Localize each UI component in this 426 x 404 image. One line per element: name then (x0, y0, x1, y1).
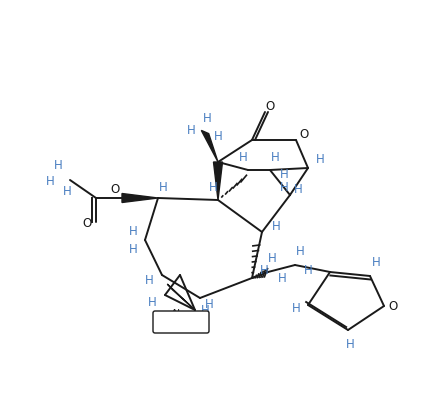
Text: H: H (295, 246, 304, 259)
Text: H: H (128, 225, 137, 238)
Polygon shape (201, 130, 218, 162)
Text: H: H (202, 112, 211, 124)
Text: H: H (204, 299, 213, 311)
Text: H: H (279, 181, 288, 194)
Text: H: H (270, 152, 279, 164)
Text: H: H (213, 130, 222, 143)
Text: O: O (82, 217, 92, 231)
FancyBboxPatch shape (153, 311, 208, 333)
Text: H: H (128, 244, 137, 257)
Text: H: H (267, 252, 276, 265)
Text: H: H (186, 124, 195, 137)
Text: H: H (63, 185, 71, 198)
Text: H: H (259, 263, 268, 276)
Text: H: H (208, 181, 217, 194)
Text: H: H (144, 274, 153, 286)
Text: H: H (271, 221, 280, 234)
Text: H: H (279, 168, 288, 181)
Polygon shape (167, 284, 195, 310)
Text: H: H (303, 265, 312, 278)
Text: H: H (200, 303, 209, 316)
Text: O: O (388, 299, 397, 313)
Text: H: H (147, 297, 156, 309)
Text: O: O (265, 101, 274, 114)
Text: H: H (345, 337, 354, 351)
Text: O: O (299, 128, 308, 141)
Text: H: H (371, 257, 380, 269)
Text: H: H (277, 271, 286, 284)
Text: H: H (315, 154, 324, 166)
Polygon shape (213, 162, 222, 200)
Text: Abs: Abs (171, 309, 190, 319)
Text: H: H (158, 181, 167, 194)
Text: H: H (293, 183, 302, 196)
Text: H: H (46, 175, 54, 189)
Text: H: H (291, 303, 299, 316)
Polygon shape (122, 194, 158, 202)
Text: H: H (238, 152, 247, 164)
Text: H: H (54, 160, 62, 173)
Text: H: H (195, 316, 204, 328)
Text: O: O (110, 183, 119, 196)
